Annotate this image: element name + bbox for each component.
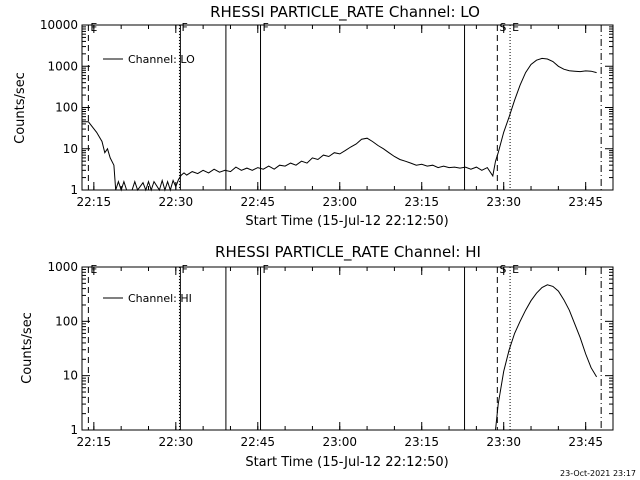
y-tick-label: 1000 <box>47 59 78 73</box>
y-tick-label: 10000 <box>40 18 78 32</box>
x-tick-label: 22:45 <box>240 435 275 449</box>
x-tick-label: 23:15 <box>404 435 439 449</box>
y-axis-label: Counts/sec <box>20 312 35 384</box>
y-tick-label: 10 <box>63 142 78 156</box>
x-tick-label: 22:45 <box>240 195 275 209</box>
marker-label: F <box>263 263 269 276</box>
x-tick-label: 23:45 <box>568 195 603 209</box>
y-tick-label: 1 <box>70 423 78 437</box>
chart-title: RHESSI PARTICLE_RATE Channel: LO <box>210 3 480 22</box>
y-tick-label: 10 <box>63 369 78 383</box>
y-tick-label: 1000 <box>47 260 78 274</box>
legend: Channel: LO <box>103 53 195 66</box>
marker-label: E <box>90 263 97 276</box>
chart-title: RHESSI PARTICLE_RATE Channel: HI <box>215 243 481 262</box>
x-tick-label: 23:00 <box>322 195 357 209</box>
marker-label: E <box>512 21 519 34</box>
legend-label: Channel: LO <box>128 53 195 66</box>
y-axis-label: Counts/sec <box>13 72 28 144</box>
x-axis-label: Start Time (15-Jul-12 22:12:50) <box>245 214 448 229</box>
x-tick-label: 23:00 <box>322 435 357 449</box>
x-tick-label: 23:15 <box>404 195 439 209</box>
panel-lo: RHESSI PARTICLE_RATE Channel: LO Start T… <box>13 3 614 229</box>
y-tick-label: 1 <box>70 183 78 197</box>
marker-label: F <box>181 21 187 34</box>
plot-frame <box>81 266 614 431</box>
x-tick-label: 22:30 <box>159 195 194 209</box>
marker-label: F <box>263 21 269 34</box>
x-tick-label: 22:15 <box>77 435 112 449</box>
y-tick-label: 100 <box>55 314 78 328</box>
marker-label: S <box>499 21 506 34</box>
y-tick-label: 100 <box>55 101 78 115</box>
x-tick-label: 22:30 <box>159 435 194 449</box>
marker-label: F <box>181 263 187 276</box>
legend-label: Channel: HI <box>128 292 192 305</box>
legend: Channel: HI <box>103 292 192 305</box>
x-tick-label: 23:30 <box>486 435 521 449</box>
x-tick-label: 23:30 <box>486 195 521 209</box>
plot-frame <box>81 24 614 191</box>
panel-hi: RHESSI PARTICLE_RATE Channel: HI Start T… <box>20 243 614 470</box>
series-line <box>495 284 598 431</box>
series-line <box>82 57 597 192</box>
x-tick-label: 22:15 <box>77 195 112 209</box>
marker-label: E <box>90 21 97 34</box>
x-axis-label: Start Time (15-Jul-12 22:12:50) <box>245 455 448 470</box>
footer-timestamp: 23-Oct-2021 23:17 <box>560 469 636 478</box>
x-tick-label: 23:45 <box>568 435 603 449</box>
marker-label: E <box>512 263 519 276</box>
marker-label: S <box>499 263 506 276</box>
